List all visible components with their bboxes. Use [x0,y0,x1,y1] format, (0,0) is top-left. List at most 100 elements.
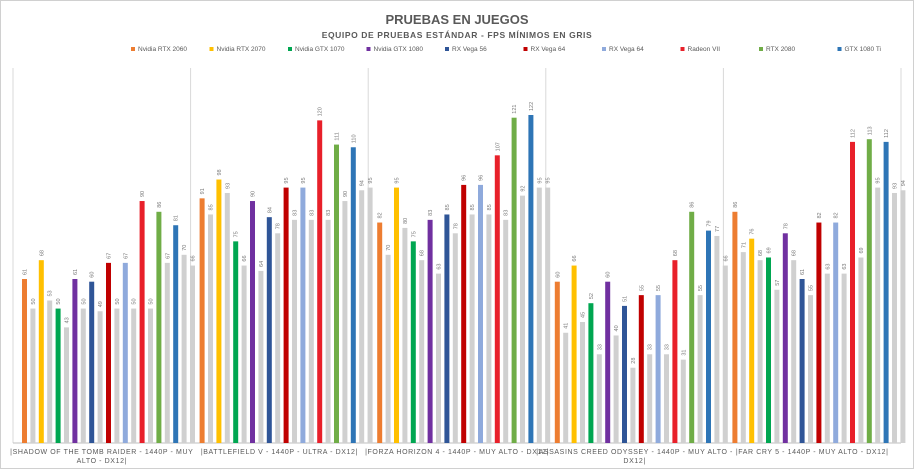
data-label: 78 [783,223,789,229]
min-bar [419,260,425,443]
data-label: 31 [681,350,687,356]
data-label: 76 [750,229,756,235]
min-bar [181,254,187,443]
data-label: 84 [267,207,273,213]
legend-swatch [366,47,371,51]
data-label: 67 [123,253,129,259]
data-label: 60 [606,272,612,278]
bar [283,187,289,443]
data-label: 90 [251,191,257,197]
min-bar [190,265,195,443]
bar [394,187,399,443]
data-label: 95 [876,177,882,183]
bar [22,279,27,443]
data-label: 77 [715,226,721,232]
data-label: 90 [343,191,349,197]
min-bar [208,214,213,443]
data-label: 81 [174,215,180,221]
legend-entry: RTX 2080 [766,46,796,53]
min-bar [808,295,813,443]
bar [850,141,855,443]
data-label: 61 [73,269,79,275]
bar [689,211,695,443]
min-bar [563,332,569,443]
data-label: 111 [335,132,341,140]
data-label: 95 [395,177,401,183]
bar [410,241,416,443]
bar [799,279,805,443]
data-label: 55 [698,285,704,291]
legend-entry: RX Vega 56 [452,46,487,53]
min-bar [580,322,585,443]
min-bar [402,227,408,443]
data-label: 66 [723,255,729,261]
min-bar [722,265,728,443]
data-label: 33 [665,344,671,350]
data-label: 51 [623,296,629,302]
bar [444,214,450,443]
data-label: 70 [182,245,188,251]
legend-swatch [209,47,214,51]
bar [350,147,356,443]
min-bar [630,367,636,443]
min-bar [714,235,720,443]
min-bar [774,289,780,443]
legend-swatch [759,47,763,51]
data-label: 41 [564,323,570,329]
legend-swatch [523,47,528,51]
data-label: 95 [537,177,543,183]
data-label: 33 [597,344,603,350]
legend-entry: Radeon VII [688,46,721,53]
min-bar [292,219,297,443]
min-bar [791,260,797,443]
bar [334,144,339,443]
bar [139,201,145,443]
data-label: 61 [23,269,29,275]
data-label: 85 [445,204,451,210]
bar [816,222,822,443]
min-bar [875,187,881,443]
data-label: 85 [487,204,493,210]
chart-legend: Nvidia RTX 2060 Nvidia RTX 2070 Nvidia GTX… [131,46,881,53]
data-label: 79 [707,220,713,226]
data-label: 96 [479,175,485,181]
data-label: 96 [462,175,468,181]
bar [605,281,611,443]
min-bar [80,308,86,443]
min-bar [900,190,906,443]
bar [216,179,222,443]
min-bar [536,187,542,443]
min-bar [697,295,703,443]
bar [377,222,383,443]
data-label: 45 [581,312,587,318]
data-label: 107 [495,142,501,151]
min-bar [30,308,36,443]
data-label: 82 [834,212,840,218]
data-label: 55 [656,285,662,291]
legend-entry: Nvidia GTX 1080 [374,46,424,53]
data-label: 50 [81,298,87,304]
data-label: 55 [639,285,645,291]
min-bar [452,233,458,443]
data-label: 94 [901,180,907,186]
data-label: 113 [867,126,873,135]
min-bar [613,335,619,443]
bar [427,219,433,443]
bar [706,230,711,443]
legend-swatch [602,47,606,51]
data-label: 121 [512,105,518,114]
min-bar [325,219,331,443]
category-label: |SHADOW OF THE TOMB RAIDER - 1440P - MUY [10,449,193,456]
bar [89,281,95,443]
data-label: 52 [589,293,595,299]
data-label: 40 [614,325,620,331]
min-bar [892,192,897,443]
data-label: 92 [521,186,527,192]
min-bar [241,265,247,443]
min-bar [436,273,441,443]
data-label: 50 [149,298,155,304]
data-label: 70 [386,245,392,251]
min-bar [275,233,281,443]
bar [173,225,179,443]
